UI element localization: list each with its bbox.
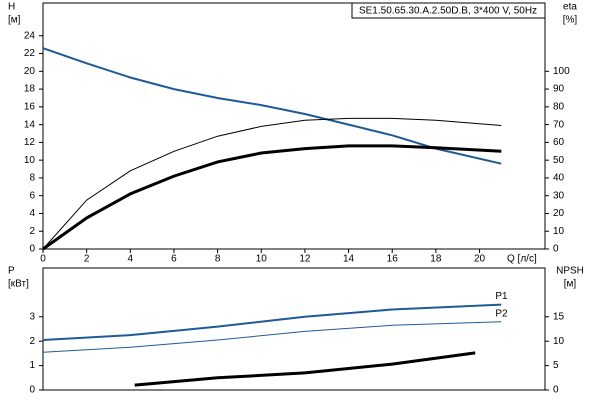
y-tick-label: 0 [29,244,35,255]
title-box [351,2,546,19]
y-tick-label: 10 [24,155,36,166]
y2-tick-label: 50 [553,155,565,166]
x-tick-label: 12 [299,254,311,265]
data-line [42,117,502,250]
y-tick-label: 14 [24,119,36,130]
y2-tick-label: 100 [553,66,570,77]
x-tick-label: 18 [430,254,442,265]
y-axis-label: [кВт] [8,279,29,290]
y-tick-label: 3 [29,311,35,322]
plot-frame [42,2,546,250]
y2-tick-label: 70 [553,119,565,130]
x-tick-label: 4 [128,254,134,265]
y-tick-label: 2 [29,226,35,237]
y-tick-label: 4 [29,208,35,219]
y-tick-label: 18 [24,84,36,95]
y-tick-label: 12 [24,137,36,148]
x-tick-label: 16 [387,254,399,265]
y-axis-label: H [8,2,15,13]
y2-tick-label: 5 [553,360,559,371]
data-line [42,321,502,353]
y2-tick-label: 30 [553,190,565,201]
data-line [42,144,502,251]
y2-tick-label: 10 [553,226,565,237]
y2-tick-label: 90 [553,84,565,95]
y2-tick-label: 60 [553,137,565,148]
y-tick-label: 2 [29,336,35,347]
plot-frame [42,267,546,391]
y2-tick-label: 10 [553,336,565,347]
y2-axis-label: eta [563,2,577,13]
series-label: P2 [495,308,508,319]
data-line [42,303,502,341]
y2-tick-label: 0 [553,385,559,396]
y2-axis-label: [%] [563,15,578,26]
y2-axis-label: NPSH [556,266,584,277]
x-axis-label: Q [л/с] [507,254,537,265]
x-tick-label: 10 [256,254,268,265]
y-tick-label: 22 [24,48,36,59]
x-tick-label: 0 [40,254,46,265]
data-line [42,47,502,165]
y-tick-label: 0 [29,385,35,396]
y2-axis-label: [м] [564,279,577,290]
y2-tick-label: 20 [553,208,565,219]
x-tick-label: 2 [84,254,90,265]
y-axis-label: [м] [8,15,21,26]
x-tick-label: 14 [343,254,355,265]
y-tick-label: 1 [29,360,35,371]
y-tick-label: 20 [24,66,36,77]
data-line [134,351,476,387]
y2-tick-label: 0 [553,244,559,255]
y2-tick-label: 40 [553,173,565,184]
y2-tick-label: 80 [553,101,565,112]
y-tick-label: 24 [24,30,36,41]
chart-title: SE1.50.65.30.A.2.50D.B, 3*400 V, 50Hz [359,6,537,17]
y-tick-label: 6 [29,190,35,201]
series-label: P1 [495,291,508,302]
y-tick-label: 16 [24,101,36,112]
y-tick-label: 8 [29,173,35,184]
x-tick-label: 8 [215,254,221,265]
y2-tick-label: 15 [553,311,565,322]
x-tick-label: 20 [474,254,486,265]
x-tick-label: 6 [171,254,177,265]
y-axis-label: P [8,266,15,277]
